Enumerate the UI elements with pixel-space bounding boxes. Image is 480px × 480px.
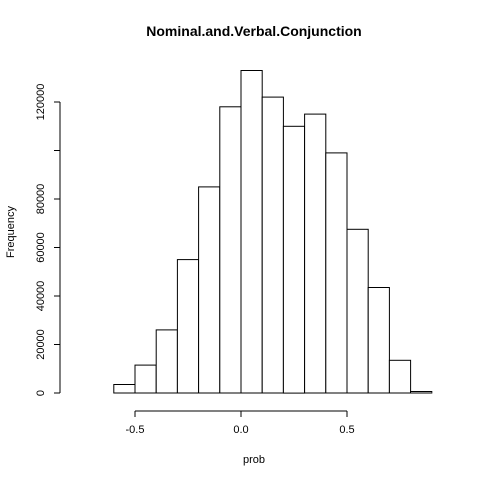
y-tick-label: 120000 (35, 84, 47, 121)
histogram-bar (240, 70, 263, 394)
y-tick-label: 20000 (35, 329, 47, 360)
y-tick-label: 80000 (35, 184, 47, 215)
histogram-bar (261, 96, 284, 394)
x-tick-label: 0.5 (339, 424, 354, 436)
histogram-bar (113, 384, 136, 394)
histogram-bar (325, 152, 348, 394)
x-tick-label: -0.5 (126, 424, 145, 436)
x-axis-label: prob (243, 454, 265, 466)
histogram-bar (134, 364, 157, 394)
chart-title: Nominal.and.Verbal.Conjunction (146, 23, 361, 39)
bars-group (113, 70, 433, 394)
histogram-bar (410, 391, 433, 394)
histogram-bar (282, 125, 306, 394)
x-tick-label: 0.0 (233, 424, 248, 436)
y-axis: 0 20000 40000 60000 80000 120000 (35, 84, 61, 396)
histogram-bar (388, 359, 412, 394)
histogram-bar (346, 228, 369, 394)
histogram-bar (219, 106, 242, 394)
y-tick-label: 60000 (35, 232, 47, 263)
histogram-bar (176, 259, 200, 394)
y-tick-label: 0 (35, 390, 47, 396)
histogram-bar (155, 329, 178, 394)
histogram-bar (198, 186, 221, 394)
histogram-bar (304, 113, 327, 394)
y-axis-label: Frequency (5, 206, 17, 258)
x-axis: -0.5 0.0 0.5 (126, 410, 355, 436)
histogram-bar (367, 287, 390, 394)
y-tick-label: 40000 (35, 281, 47, 312)
